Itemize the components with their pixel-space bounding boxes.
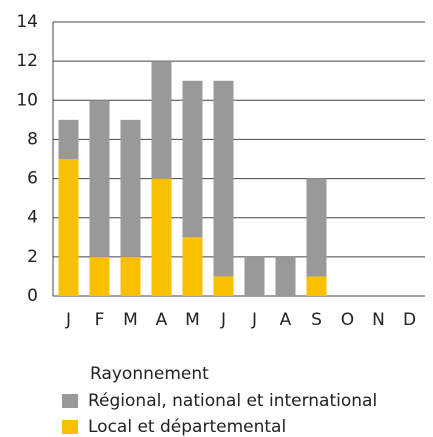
y-tick-label: 4: [27, 208, 38, 228]
y-tick-label: 8: [27, 129, 38, 149]
bar-segment: [244, 256, 265, 296]
x-tick-label: J: [65, 310, 71, 330]
y-tick-label: 6: [27, 169, 38, 189]
bar-segment: [275, 256, 296, 296]
bar-segment: [120, 256, 141, 296]
legend-label: Local et départemental: [88, 417, 286, 437]
bar-segment: [213, 80, 234, 277]
y-tick-label: 12: [16, 51, 38, 71]
y-tick-label: 2: [27, 247, 38, 267]
legend-title: Rayonnement: [90, 364, 209, 384]
bar-segment: [182, 80, 203, 238]
y-tick-label: 10: [16, 90, 38, 110]
y-tick-label: 14: [16, 12, 38, 32]
bar-segment: [213, 276, 234, 296]
legend-swatch: [62, 420, 78, 434]
x-tick-label: S: [311, 310, 322, 330]
bar-segment: [306, 276, 327, 296]
bar-segment: [151, 178, 172, 296]
bar-segment: [58, 159, 79, 296]
bar-segment: [89, 256, 110, 296]
x-tick-label: M: [123, 310, 138, 330]
legend-label: Régional, national et international: [88, 391, 377, 411]
legend-swatch: [62, 394, 78, 408]
x-tick-label: D: [403, 310, 416, 330]
bar-segment: [151, 61, 172, 179]
x-tick-label: F: [95, 310, 105, 330]
bar-segment: [89, 100, 110, 257]
bar-segment: [120, 119, 141, 257]
x-tick-label: A: [156, 310, 168, 330]
x-tick-label: O: [341, 310, 354, 330]
x-tick-label: J: [220, 310, 226, 330]
x-tick-label: M: [185, 310, 200, 330]
bar-segment: [306, 178, 327, 277]
y-tick-label: 0: [27, 286, 38, 306]
bar-segment: [182, 237, 203, 296]
x-tick-label: A: [280, 310, 292, 330]
x-tick-label: J: [251, 310, 257, 330]
x-tick-label: N: [372, 310, 385, 330]
bar-segment: [58, 119, 79, 159]
